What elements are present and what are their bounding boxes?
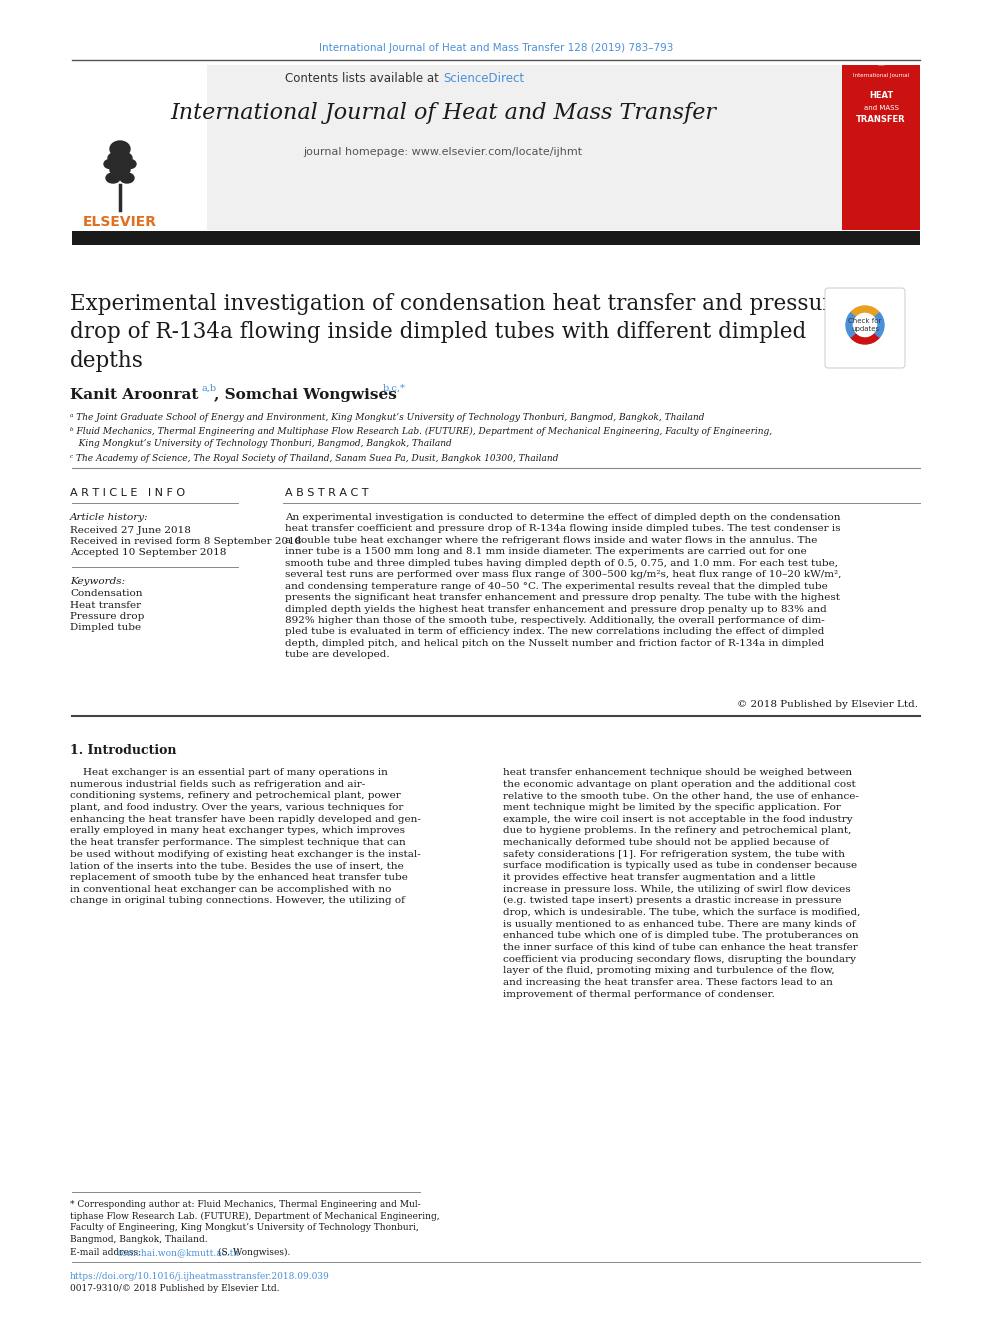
Text: E-mail address:: E-mail address:: [70, 1248, 144, 1257]
Text: Kanit Aroonrat: Kanit Aroonrat: [70, 388, 198, 402]
Wedge shape: [850, 333, 880, 344]
Text: and MASS: and MASS: [864, 105, 899, 111]
Text: Accepted 10 September 2018: Accepted 10 September 2018: [70, 548, 226, 557]
Text: King Mongkut’s University of Technology Thonburi, Bangmod, Bangkok, Thailand: King Mongkut’s University of Technology …: [70, 439, 451, 448]
FancyBboxPatch shape: [825, 288, 905, 368]
Text: Heat exchanger is an essential part of many operations in
numerous industrial fi: Heat exchanger is an essential part of m…: [70, 767, 421, 905]
Text: somchai.won@kmutt.ac.th: somchai.won@kmutt.ac.th: [118, 1248, 240, 1257]
Ellipse shape: [110, 164, 130, 176]
Text: Check for
updates: Check for updates: [848, 319, 882, 332]
Text: Experimental investigation of condensation heat transfer and pressure
drop of R-: Experimental investigation of condensati…: [70, 292, 845, 372]
Text: HEAT: HEAT: [869, 90, 893, 99]
Text: —: —: [878, 62, 885, 67]
Text: ᵃ The Joint Graduate School of Energy and Environment, King Mongkut’s University: ᵃ The Joint Graduate School of Energy an…: [70, 413, 704, 422]
Text: TRANSFER: TRANSFER: [856, 115, 906, 124]
Text: © 2018 Published by Elsevier Ltd.: © 2018 Published by Elsevier Ltd.: [737, 700, 918, 709]
Text: b,c,*: b,c,*: [383, 384, 406, 393]
Text: International Journal: International Journal: [853, 73, 909, 78]
Text: International Journal of Heat and Mass Transfer: International Journal of Heat and Mass T…: [170, 102, 716, 124]
Text: Heat transfer: Heat transfer: [70, 601, 141, 610]
Ellipse shape: [110, 142, 130, 157]
Text: A R T I C L E   I N F O: A R T I C L E I N F O: [70, 488, 186, 497]
Text: Pressure drop: Pressure drop: [70, 613, 145, 620]
Text: heat transfer enhancement technique should be weighed between
the economic advan: heat transfer enhancement technique shou…: [503, 767, 860, 999]
Ellipse shape: [106, 173, 120, 183]
Text: ELSEVIER: ELSEVIER: [83, 216, 157, 229]
Text: Condensation: Condensation: [70, 589, 143, 598]
Ellipse shape: [108, 152, 132, 164]
Text: Received 27 June 2018: Received 27 June 2018: [70, 527, 190, 534]
Wedge shape: [850, 306, 880, 316]
Text: journal homepage: www.elsevier.com/locate/ijhmt: journal homepage: www.elsevier.com/locat…: [304, 147, 582, 157]
Text: Keywords:: Keywords:: [70, 577, 125, 586]
Bar: [72, 65, 842, 230]
Text: Dimpled tube: Dimpled tube: [70, 623, 141, 632]
Text: ᵇ Fluid Mechanics, Thermal Engineering and Multiphase Flow Research Lab. (FUTURE: ᵇ Fluid Mechanics, Thermal Engineering a…: [70, 427, 772, 437]
Bar: [842, 65, 920, 230]
Wedge shape: [875, 312, 884, 337]
Ellipse shape: [104, 160, 116, 168]
Text: Article history:: Article history:: [70, 513, 149, 523]
Text: ScienceDirect: ScienceDirect: [443, 71, 524, 85]
Ellipse shape: [120, 173, 134, 183]
Text: (S. Wongwises).: (S. Wongwises).: [215, 1248, 291, 1257]
Text: A B S T R A C T: A B S T R A C T: [285, 488, 368, 497]
Text: https://doi.org/10.1016/j.ijheatmasstransfer.2018.09.039: https://doi.org/10.1016/j.ijheatmasstran…: [70, 1271, 329, 1281]
Text: International Journal of Heat and Mass Transfer 128 (2019) 783–793: International Journal of Heat and Mass T…: [318, 44, 674, 53]
Wedge shape: [846, 312, 855, 337]
Bar: [72, 65, 207, 230]
Bar: [72, 232, 920, 245]
Text: ᶜ The Academy of Science, The Royal Society of Thailand, Sanam Suea Pa, Dusit, B: ᶜ The Academy of Science, The Royal Soci…: [70, 454, 558, 463]
Text: a,b: a,b: [201, 384, 216, 393]
Text: * Corresponding author at: Fluid Mechanics, Thermal Engineering and Mul-
tiphase: * Corresponding author at: Fluid Mechani…: [70, 1200, 439, 1244]
Ellipse shape: [124, 160, 136, 168]
Text: , Somchai Wongwises: , Somchai Wongwises: [214, 388, 397, 402]
Text: An experimental investigation is conducted to determine the effect of dimpled de: An experimental investigation is conduct…: [285, 513, 841, 659]
Text: 1. Introduction: 1. Introduction: [70, 744, 177, 757]
Text: 0017-9310/© 2018 Published by Elsevier Ltd.: 0017-9310/© 2018 Published by Elsevier L…: [70, 1285, 280, 1293]
Text: Received in revised form 8 September 2018: Received in revised form 8 September 201…: [70, 537, 302, 546]
Text: Contents lists available at: Contents lists available at: [286, 71, 443, 85]
